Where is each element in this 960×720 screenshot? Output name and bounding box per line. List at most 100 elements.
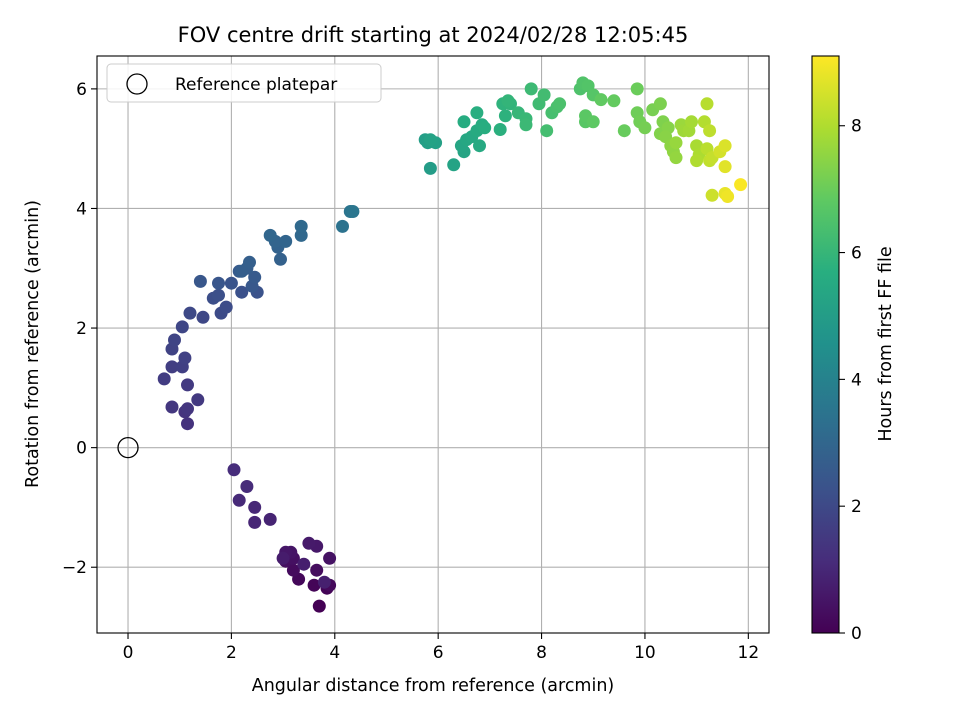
scatter-point [478, 121, 492, 135]
scatter-point [310, 563, 324, 577]
scatter-point [553, 97, 567, 111]
scatter-point [423, 161, 437, 175]
scatter-point [447, 158, 461, 172]
scatter-point [630, 82, 644, 96]
scatter-point [473, 139, 486, 153]
scatter-point [617, 124, 631, 138]
scatter-point [307, 578, 321, 592]
scatter-point [346, 205, 360, 218]
y-tick-label: 0 [76, 439, 87, 459]
plot-frame [96, 55, 770, 634]
reference-marker-layer [117, 436, 139, 459]
y-tick-label: 6 [76, 80, 87, 100]
scatter-point [168, 333, 181, 347]
scatter-point [317, 575, 331, 589]
x-tick-label: 10 [634, 643, 656, 663]
scatter-point [718, 160, 732, 174]
scatter-point [690, 154, 704, 168]
reference-platepar-marker [117, 436, 139, 459]
scatter-point [302, 536, 316, 550]
scatter-point [669, 151, 683, 165]
scatter-point [537, 88, 551, 102]
scatter-point [279, 234, 293, 248]
y-axis-label: Rotation from reference (arcmin) [23, 200, 43, 488]
scatter-point [232, 493, 246, 507]
colorbar-tick-label: 6 [851, 244, 862, 264]
scatter-point [721, 190, 735, 203]
scatter-point [669, 136, 683, 150]
scatter-point [178, 351, 192, 365]
scatter-point [703, 124, 717, 138]
scatter-point [183, 306, 197, 320]
scatter-point [336, 219, 349, 233]
scatter-point [685, 115, 698, 129]
scatter-point [540, 124, 554, 138]
scatter-point [219, 300, 233, 314]
scatter-point [312, 599, 326, 613]
scatter-point [248, 500, 262, 514]
x-tick-label: 6 [433, 643, 444, 663]
y-tick-label: −2 [62, 558, 87, 578]
scatter-point [175, 320, 189, 334]
scatter-point [181, 417, 194, 431]
x-tick-label: 0 [123, 643, 134, 663]
scatter-point [235, 285, 249, 299]
scatter-point [181, 402, 194, 416]
legend-box [106, 63, 382, 103]
scatter-point [165, 360, 179, 374]
x-tick-label: 2 [226, 643, 237, 663]
x-tick-label: 8 [536, 643, 547, 663]
scatter-point [263, 228, 277, 242]
scatter-point [501, 94, 515, 108]
scatter-point [212, 288, 225, 302]
colorbar: 0 2 4 6 8 Hours from first FF file [811, 55, 896, 644]
legend-marker-hollow-circle [126, 73, 148, 95]
y-tick-label: 2 [76, 319, 87, 339]
scatter-point [718, 139, 732, 153]
scatter-point [181, 378, 194, 392]
scatter-point [196, 310, 210, 324]
scatter-point [607, 94, 621, 108]
scatter-point [734, 178, 748, 192]
scatter-point [493, 123, 507, 136]
scatter-point [235, 264, 249, 278]
scatter-point [638, 121, 652, 135]
scatter-point [212, 276, 225, 290]
colorbar-tick-label: 4 [851, 370, 862, 390]
axis-ticks: 0 2 4 6 8 10 12 −2 0 2 4 6 [62, 80, 759, 663]
scatter-point [227, 463, 241, 477]
scatter-point [586, 115, 600, 129]
colorbar-tick-label: 0 [851, 624, 862, 644]
x-axis-label: Angular distance from reference (arcmin) [252, 676, 615, 696]
scatter-point [705, 188, 719, 202]
scatter-point [323, 551, 337, 565]
scatter-points [157, 76, 748, 613]
scatter-point [470, 106, 484, 120]
scatter-point [248, 270, 262, 284]
scatter-point [276, 551, 290, 565]
scatter-point [700, 97, 714, 111]
scatter-point [165, 400, 179, 414]
colorbar-tick-label: 8 [851, 117, 862, 137]
scatter-point [191, 393, 205, 407]
scatter-point [248, 515, 262, 529]
scatter-point [653, 97, 667, 111]
legend: Reference platepar [106, 63, 382, 103]
scatter-point [286, 563, 300, 577]
scatter-point [157, 372, 171, 386]
scatter-point [224, 276, 238, 290]
scatter-point [274, 252, 287, 266]
scatter-point [193, 274, 207, 288]
scatter-point [457, 115, 471, 129]
scatter-point [294, 219, 308, 233]
scatter-point [263, 512, 277, 526]
legend-entry-reference-platepar: Reference platepar [175, 75, 337, 95]
scatter-point [594, 93, 608, 107]
scatter-point [498, 109, 512, 123]
scatter-point [524, 82, 538, 96]
scatter-point [423, 133, 437, 147]
scatter-point [294, 228, 308, 242]
scatter-point [519, 118, 533, 132]
colorbar-gradient [811, 55, 840, 634]
